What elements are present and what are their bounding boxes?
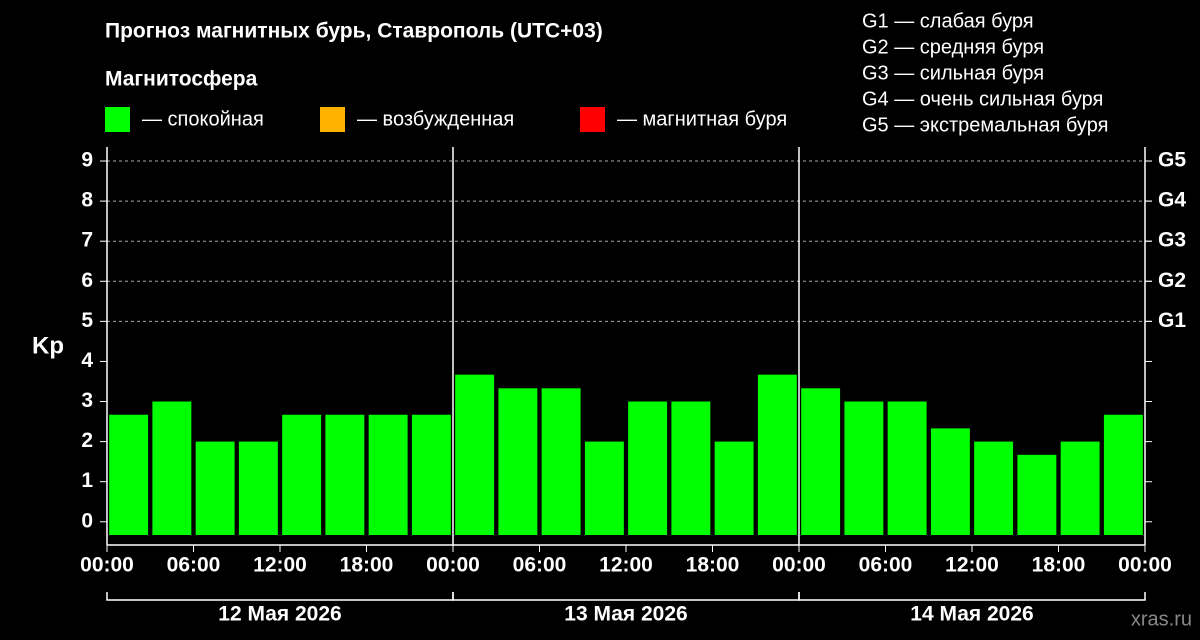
y-tick-label: 1 [81,469,93,492]
x-tick-label: 00:00 [1118,554,1172,577]
day-bracket [106,592,454,601]
storm-level: G3 — сильная буря [862,62,1044,84]
bar [325,414,365,535]
x-tick-label: 12:00 [253,554,307,577]
x-tick-label: 06:00 [513,554,567,577]
x-tick-label: 00:00 [426,554,480,577]
legend-label: — спокойная [142,108,264,130]
day-label: 13 Мая 2026 [564,603,687,626]
bar [801,388,841,535]
watermark: xras.ru [1131,608,1192,630]
bar [1103,414,1143,535]
storm-level: G1 — слабая буря [862,10,1034,32]
bar [671,401,711,535]
day-bracket [452,592,800,601]
bar [368,414,408,535]
bar [628,401,668,535]
bar [887,401,927,535]
storm-level: G5 — экстремальная буря [862,114,1108,136]
x-tick-label: 12:00 [599,554,653,577]
bar [714,441,754,535]
day-label: 14 Мая 2026 [910,603,1033,626]
bar [1017,454,1057,535]
bar [1060,441,1100,535]
x-tick-label: 18:00 [686,554,740,577]
bar [152,401,192,535]
bar [195,441,235,535]
legend-label: — возбужденная [357,108,514,130]
legend-swatch [320,107,345,132]
y2-tick-label: G5 [1158,149,1186,172]
bar [109,414,149,535]
legend-swatch [580,107,605,132]
bar [498,388,538,535]
y-axis-label: Kp [32,332,64,359]
bar [974,441,1014,535]
bar [930,428,970,535]
y-tick-label: 9 [81,149,93,172]
day-bracket [798,592,1146,601]
y-tick-label: 7 [81,229,93,252]
chart-title: Прогноз магнитных бурь, Ставрополь (UTC+… [105,20,603,43]
storm-level: G2 — средняя буря [862,36,1044,58]
y2-tick-label: G4 [1158,189,1186,212]
y2-tick-label: G1 [1158,309,1186,332]
bar [584,441,624,535]
y-tick-label: 4 [81,349,93,372]
bar [541,388,581,535]
y-tick-label: 5 [81,309,93,332]
day-label: 12 Мая 2026 [218,603,341,626]
y2-tick-label: G2 [1158,269,1186,292]
bar [411,414,451,535]
bar [238,441,278,535]
bar [844,401,884,535]
bar [455,374,495,535]
x-tick-label: 06:00 [859,554,913,577]
y-tick-label: 6 [81,269,93,292]
x-tick-label: 00:00 [80,554,134,577]
y-tick-label: 0 [81,509,93,532]
legend-title: Магнитосфера [105,68,258,91]
x-tick-label: 12:00 [945,554,999,577]
bar [282,414,322,535]
x-tick-label: 18:00 [340,554,394,577]
storm-level: G4 — очень сильная буря [862,88,1103,110]
x-tick-label: 00:00 [772,554,826,577]
y-tick-label: 2 [81,429,93,452]
legend-swatch [105,107,130,132]
bar [757,374,797,535]
y-tick-label: 8 [81,189,93,212]
y-tick-label: 3 [81,389,93,412]
x-tick-label: 06:00 [167,554,221,577]
x-tick-label: 18:00 [1032,554,1086,577]
legend-label: — магнитная буря [617,108,787,130]
y2-tick-label: G3 [1158,229,1186,252]
